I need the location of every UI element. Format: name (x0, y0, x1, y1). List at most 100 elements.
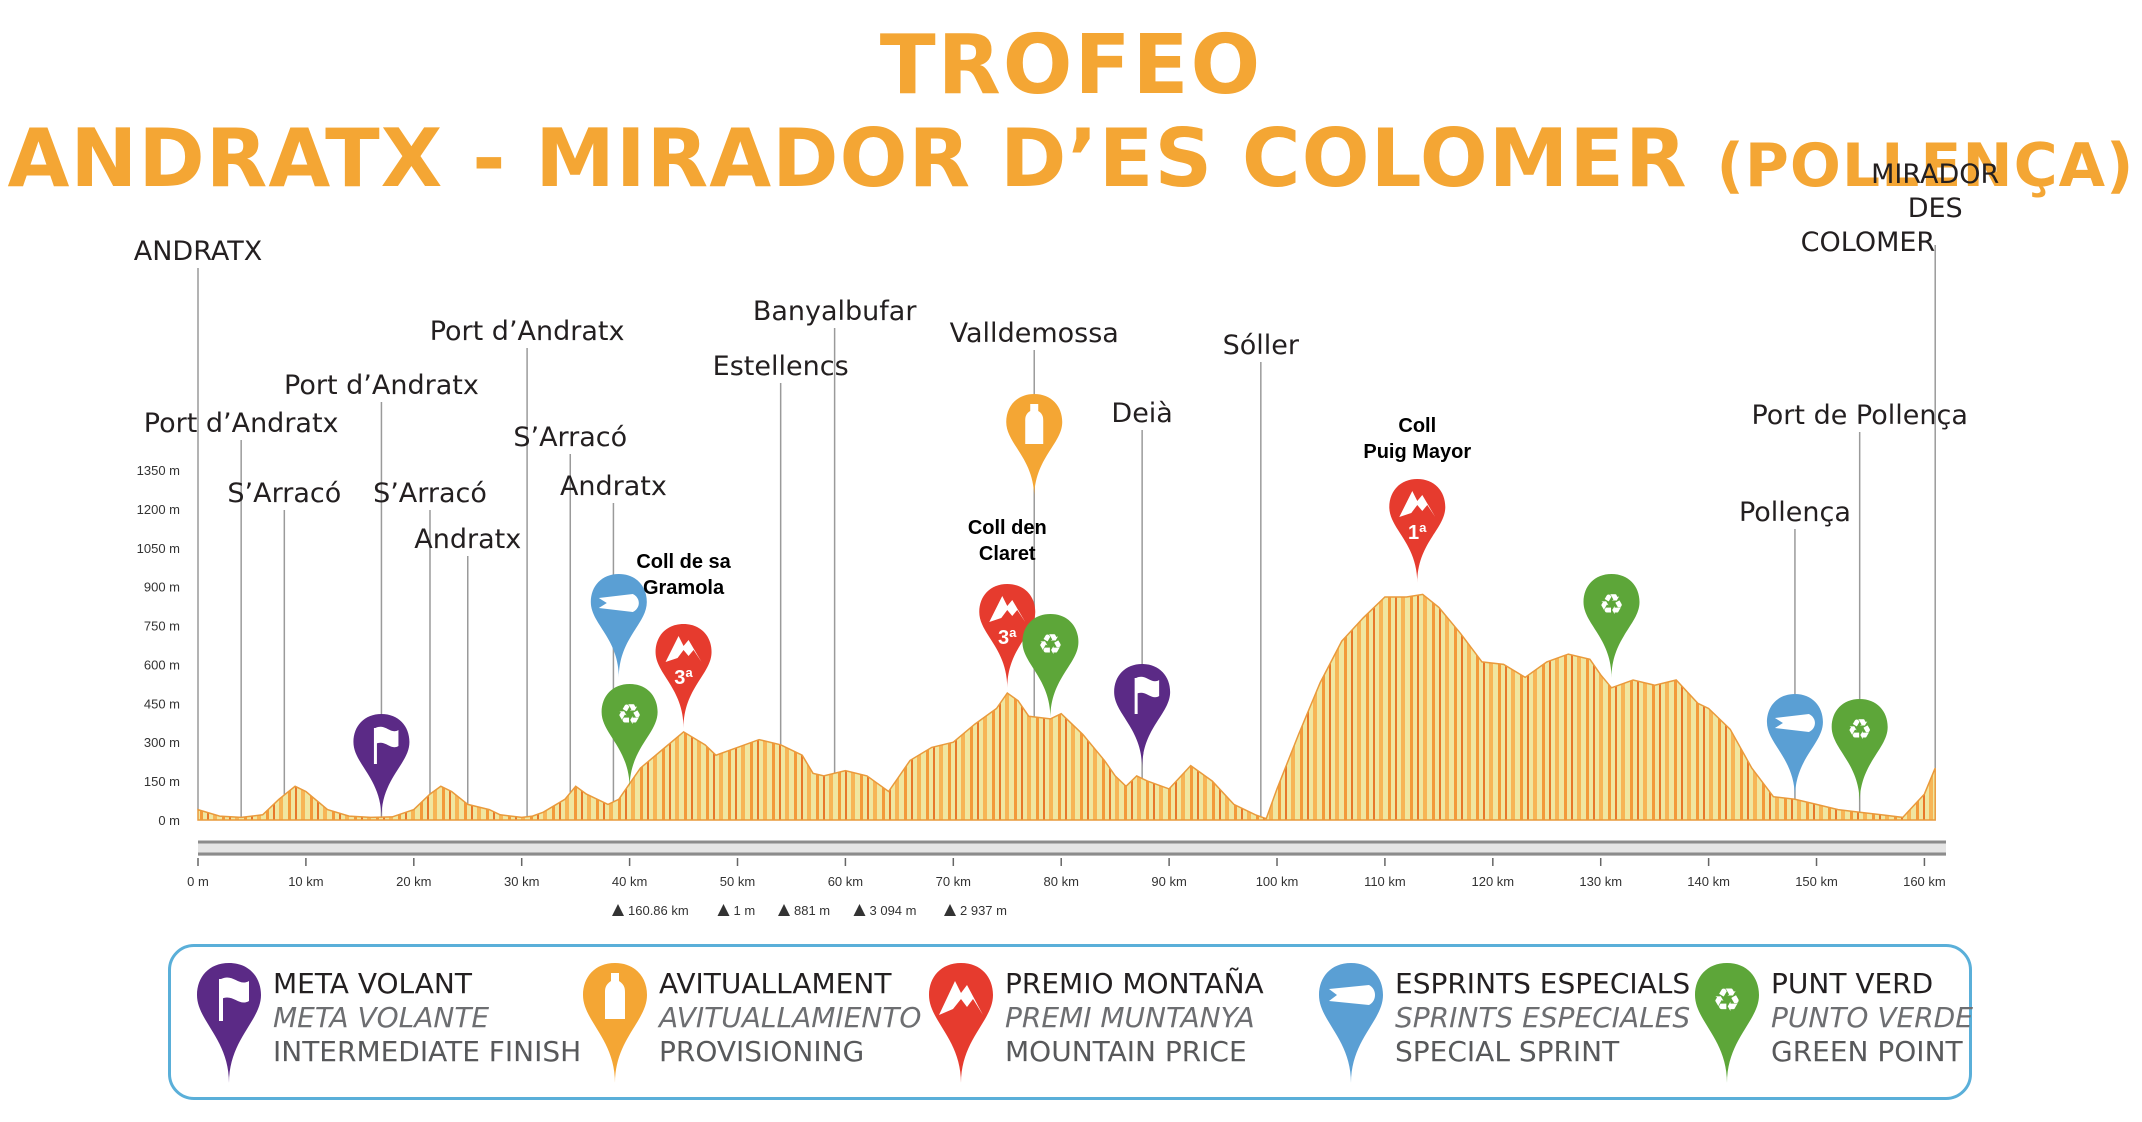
legend-green-ca: PUNT VERD (1771, 967, 1934, 1000)
climb-label: Claret (979, 543, 1036, 565)
x-tick-label: 10 km (288, 874, 323, 889)
legend-sprint-en: SPECIAL SPRINT (1395, 1035, 1620, 1068)
mountain-marker: 1ª (1389, 479, 1446, 583)
town-label: ANDRATX (134, 236, 263, 267)
town-label: Port d’Andratx (144, 408, 339, 439)
sprint-marker (590, 574, 647, 678)
ascent-icon (853, 904, 866, 916)
x-tick-label: 80 km (1044, 874, 1079, 889)
y-tick-label: 150 m (144, 774, 180, 789)
elevation-profile-chart: 0 m 150 m 300 m 450 m 600 m 750 m 900 m 1050 m 1… (134, 159, 2000, 918)
provisioning-marker (1006, 394, 1063, 498)
mountain-category-label: 3ª (674, 667, 693, 689)
town-label: Andratx (560, 471, 667, 502)
title-main: ANDRATX - MIRADOR D’ES COLOMER (7, 112, 1688, 205)
bottle-icon (583, 963, 647, 1083)
x-tick-label: 70 km (936, 874, 971, 889)
min-altitude-icon (717, 904, 730, 916)
flag-icon (197, 963, 261, 1083)
town-label: Port de Pollença (1751, 400, 1967, 431)
sprint-icon (1774, 714, 1815, 732)
x-tick-label: 150 km (1795, 874, 1838, 889)
mountain-pin (655, 624, 712, 728)
x-tick-label: 130 km (1579, 874, 1622, 889)
sprint-icon (598, 594, 639, 612)
recycle-icon: ♻ (1695, 963, 1759, 1083)
y-tick-label: 1350 m (137, 463, 180, 478)
mountain-category-label: 1ª (1408, 522, 1427, 544)
x-tick-label: 30 km (504, 874, 539, 889)
title-line-1: TROFEO (879, 18, 1263, 113)
distance-icon (612, 904, 624, 916)
recycle-icon: ♻ (1599, 588, 1624, 621)
legend-provisioning-es: AVITUALLAMIENTO (659, 1001, 922, 1034)
town-label: S’Arracó (227, 478, 341, 509)
town-label: Valldemossa (950, 318, 1119, 349)
climb-label: Coll den (968, 517, 1047, 539)
green-marker: ♻ (1022, 614, 1079, 718)
title-line-2: ANDRATX - MIRADOR D’ES COLOMER (POLLENÇA… (0, 112, 2142, 205)
mountain-icon (665, 636, 702, 662)
stat-descent: 2 937 m (960, 903, 1007, 918)
mountain-marker: 3ª (979, 584, 1036, 688)
stat-max-altitude: 881 m (794, 903, 830, 918)
green-marker: ♻ (1583, 574, 1640, 678)
y-tick-label: 450 m (144, 696, 180, 711)
town-label: S’Arracó (513, 422, 627, 453)
x-tick-label: 20 km (396, 874, 431, 889)
flag-icon (1136, 676, 1160, 698)
descent-icon (944, 904, 956, 916)
legend-green-en: GREEN POINT (1771, 1035, 1963, 1068)
town-label: Sóller (1223, 330, 1300, 361)
green-marker: ♻ (1831, 699, 1888, 803)
legend-mountain-ca: PREMI MUNTANYA (1005, 1001, 1255, 1034)
intermediate-marker (1114, 664, 1171, 768)
max-altitude-icon (778, 904, 790, 916)
mountain-icon (1399, 491, 1436, 517)
legend-sprint-ca: ESPRINTS ESPECIALS (1395, 967, 1691, 1000)
climb-label: Coll de sa (636, 551, 731, 573)
legend-sprint-es: SPRINTS ESPECIALES (1395, 1001, 1691, 1034)
provisioning-pin (1006, 394, 1063, 498)
climb-label: Puig Mayor (1363, 441, 1471, 463)
town-label: DES (1908, 193, 1963, 224)
y-tick-label: 0 m (158, 813, 180, 828)
x-tick-label: 160 km (1903, 874, 1946, 889)
x-tick-label: 140 km (1687, 874, 1730, 889)
town-label: COLOMER (1801, 227, 1936, 258)
town-label: Pollença (1739, 497, 1851, 528)
stat-min-altitude: 1 m (734, 903, 756, 918)
legend-provisioning-ca: AVITUALLAMENT (659, 967, 892, 1000)
bottle-icon (1025, 404, 1044, 444)
town-label: Port d’Andratx (430, 316, 625, 347)
legend-intermediate-en: INTERMEDIATE FINISH (273, 1035, 582, 1068)
legend-mountain-en: MOUNTAIN PRICE (1005, 1035, 1247, 1068)
mountain-pin (1389, 479, 1446, 583)
y-tick-label: 750 m (144, 619, 180, 634)
flag-icon (375, 726, 399, 748)
title-sub: (POLLENÇA) (1716, 131, 2135, 201)
sprint-pin (590, 574, 647, 678)
x-tick-label: 90 km (1151, 874, 1186, 889)
x-tick-label: 100 km (1256, 874, 1299, 889)
y-tick-label: 1050 m (137, 541, 180, 556)
climb-label: Gramola (643, 577, 725, 599)
mountain-marker: 3ª (655, 624, 712, 728)
x-tick-label: 120 km (1471, 874, 1514, 889)
town-label: Andratx (414, 524, 521, 555)
town-label: Deià (1111, 398, 1172, 429)
sprint-icon (1319, 963, 1383, 1083)
y-tick-label: 900 m (144, 580, 180, 595)
legend-mountain-es: PREMIO MONTAÑA (1005, 967, 1264, 1000)
green-pin (1831, 699, 1888, 803)
mountain-icon (989, 596, 1026, 622)
x-tick-label: 110 km (1364, 874, 1406, 889)
town-label: MIRADOR (1871, 159, 1999, 190)
town-label: Port d’Andratx (284, 370, 479, 401)
intermediate-marker (353, 714, 410, 818)
elevation-area (197, 593, 1936, 821)
legend-intermediate-ca: META VOLANT (273, 967, 472, 1000)
mountain-icon (929, 963, 993, 1083)
stat-ascent: 3 094 m (870, 903, 917, 918)
y-tick-label: 300 m (144, 735, 180, 750)
